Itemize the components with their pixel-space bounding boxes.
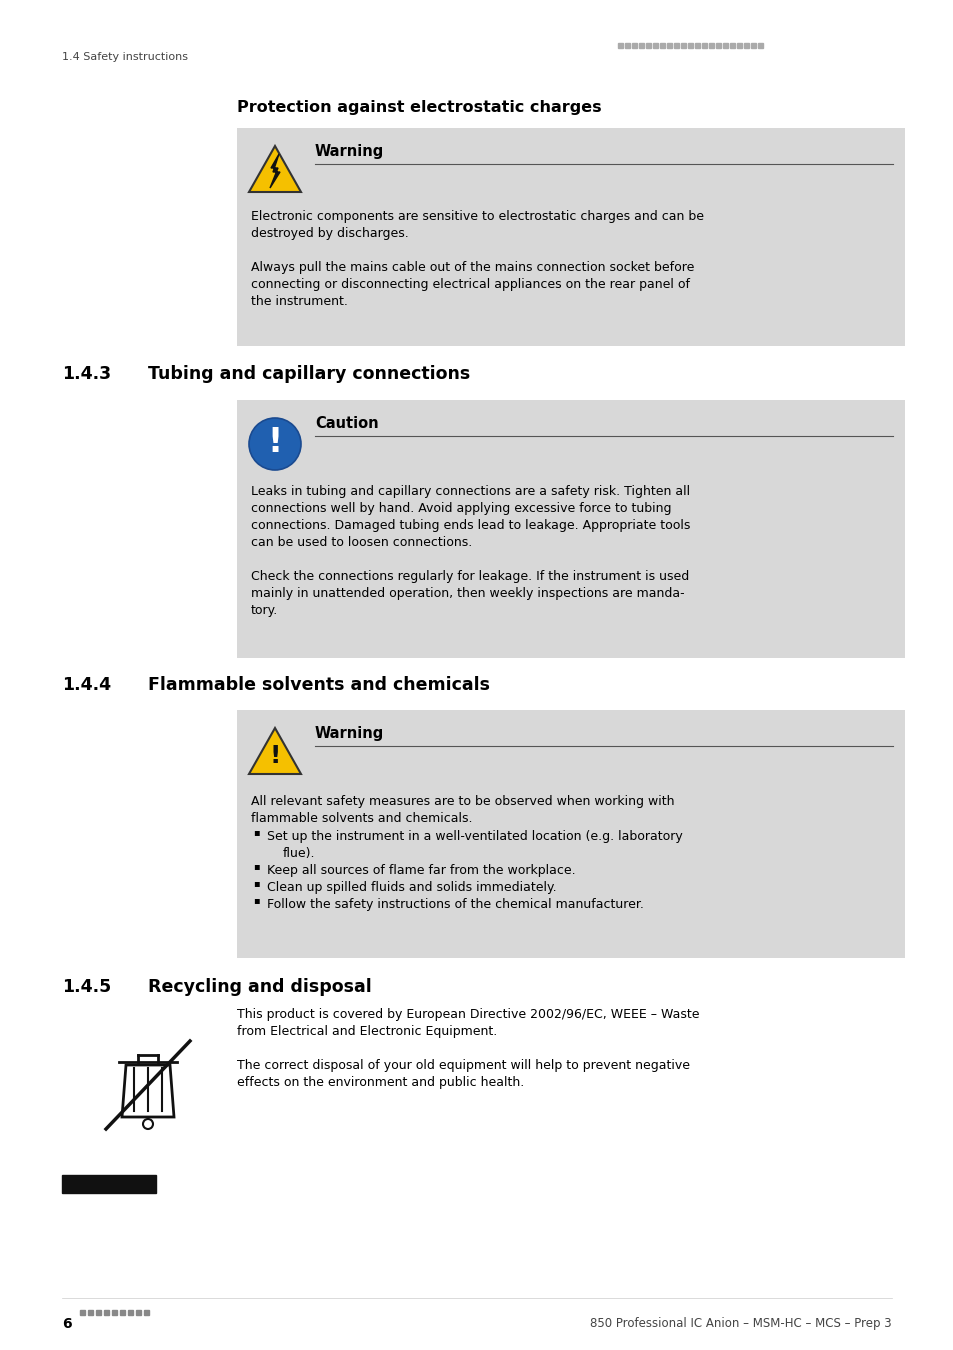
Text: Always pull the mains cable out of the mains connection socket before: Always pull the mains cable out of the m… bbox=[251, 261, 694, 274]
Bar bbox=[695, 43, 700, 49]
Text: Clean up spilled fluids and solids immediately.: Clean up spilled fluids and solids immed… bbox=[267, 882, 556, 894]
FancyBboxPatch shape bbox=[236, 128, 904, 346]
Text: This product is covered by European Directive 2002/96/EC, WEEE – Waste: This product is covered by European Dire… bbox=[236, 1008, 699, 1021]
Text: Recycling and disposal: Recycling and disposal bbox=[148, 977, 372, 996]
FancyBboxPatch shape bbox=[236, 710, 904, 958]
Text: The correct disposal of your old equipment will help to prevent negative: The correct disposal of your old equipme… bbox=[236, 1058, 689, 1072]
Text: 1.4 Safety instructions: 1.4 Safety instructions bbox=[62, 53, 188, 62]
Text: ▪: ▪ bbox=[253, 861, 259, 871]
Text: Flammable solvents and chemicals: Flammable solvents and chemicals bbox=[148, 676, 490, 694]
Text: Warning: Warning bbox=[314, 726, 384, 741]
Text: 1.4.3: 1.4.3 bbox=[62, 364, 111, 383]
Bar bbox=[80, 1310, 85, 1315]
Text: flue).: flue). bbox=[283, 846, 315, 860]
Text: effects on the environment and public health.: effects on the environment and public he… bbox=[236, 1076, 524, 1089]
Bar bbox=[631, 43, 637, 49]
Text: Leaks in tubing and capillary connections are a safety risk. Tighten all: Leaks in tubing and capillary connection… bbox=[251, 485, 689, 498]
Circle shape bbox=[249, 418, 301, 470]
Bar bbox=[624, 43, 629, 49]
Bar bbox=[722, 43, 727, 49]
Text: connecting or disconnecting electrical appliances on the rear panel of: connecting or disconnecting electrical a… bbox=[251, 278, 689, 292]
Text: connections. Damaged tubing ends lead to leakage. Appropriate tools: connections. Damaged tubing ends lead to… bbox=[251, 518, 690, 532]
Bar bbox=[666, 43, 671, 49]
Bar bbox=[659, 43, 664, 49]
Bar bbox=[645, 43, 650, 49]
Text: Set up the instrument in a well-ventilated location (e.g. laboratory: Set up the instrument in a well-ventilat… bbox=[267, 830, 682, 842]
Bar bbox=[88, 1310, 92, 1315]
Bar bbox=[112, 1310, 117, 1315]
Text: destroyed by discharges.: destroyed by discharges. bbox=[251, 227, 408, 240]
Text: ▪: ▪ bbox=[253, 828, 259, 837]
Text: 6: 6 bbox=[62, 1318, 71, 1331]
FancyBboxPatch shape bbox=[236, 400, 904, 657]
Bar bbox=[687, 43, 692, 49]
Text: Check the connections regularly for leakage. If the instrument is used: Check the connections regularly for leak… bbox=[251, 570, 688, 583]
Text: !: ! bbox=[269, 744, 280, 768]
Text: Caution: Caution bbox=[314, 416, 378, 431]
Text: Keep all sources of flame far from the workplace.: Keep all sources of flame far from the w… bbox=[267, 864, 575, 878]
Bar bbox=[136, 1310, 141, 1315]
Text: from Electrical and Electronic Equipment.: from Electrical and Electronic Equipment… bbox=[236, 1025, 497, 1038]
Polygon shape bbox=[249, 146, 301, 192]
Bar bbox=[96, 1310, 101, 1315]
Text: 850 Professional IC Anion – MSM-HC – MCS – Prep 3: 850 Professional IC Anion – MSM-HC – MCS… bbox=[590, 1318, 891, 1330]
Bar bbox=[743, 43, 748, 49]
Text: Follow the safety instructions of the chemical manufacturer.: Follow the safety instructions of the ch… bbox=[267, 898, 643, 911]
Text: 1.4.5: 1.4.5 bbox=[62, 977, 112, 996]
Text: Warning: Warning bbox=[314, 144, 384, 159]
Text: 1.4.4: 1.4.4 bbox=[62, 676, 111, 694]
Text: flammable solvents and chemicals.: flammable solvents and chemicals. bbox=[251, 811, 472, 825]
Text: ▪: ▪ bbox=[253, 895, 259, 905]
Text: Electronic components are sensitive to electrostatic charges and can be: Electronic components are sensitive to e… bbox=[251, 211, 703, 223]
Text: connections well by hand. Avoid applying excessive force to tubing: connections well by hand. Avoid applying… bbox=[251, 502, 671, 514]
Text: Protection against electrostatic charges: Protection against electrostatic charges bbox=[236, 100, 601, 115]
Text: the instrument.: the instrument. bbox=[251, 296, 348, 308]
Text: !: ! bbox=[267, 427, 282, 459]
Bar bbox=[62, 1174, 156, 1193]
Bar bbox=[680, 43, 685, 49]
Bar bbox=[758, 43, 762, 49]
Bar bbox=[144, 1310, 149, 1315]
Text: All relevant safety measures are to be observed when working with: All relevant safety measures are to be o… bbox=[251, 795, 674, 809]
Text: Tubing and capillary connections: Tubing and capillary connections bbox=[148, 364, 470, 383]
Polygon shape bbox=[249, 728, 301, 774]
Text: mainly in unattended operation, then weekly inspections are manda-: mainly in unattended operation, then wee… bbox=[251, 587, 684, 599]
Polygon shape bbox=[270, 154, 280, 188]
Bar bbox=[737, 43, 741, 49]
Bar bbox=[652, 43, 658, 49]
Bar bbox=[639, 43, 643, 49]
Bar bbox=[128, 1310, 132, 1315]
Bar bbox=[716, 43, 720, 49]
Text: ▪: ▪ bbox=[253, 878, 259, 888]
Bar bbox=[673, 43, 679, 49]
Bar bbox=[701, 43, 706, 49]
Bar bbox=[104, 1310, 109, 1315]
Bar bbox=[729, 43, 734, 49]
Bar bbox=[120, 1310, 125, 1315]
Bar bbox=[750, 43, 755, 49]
Bar bbox=[708, 43, 713, 49]
Bar bbox=[618, 43, 622, 49]
Text: tory.: tory. bbox=[251, 603, 278, 617]
Text: can be used to loosen connections.: can be used to loosen connections. bbox=[251, 536, 472, 549]
